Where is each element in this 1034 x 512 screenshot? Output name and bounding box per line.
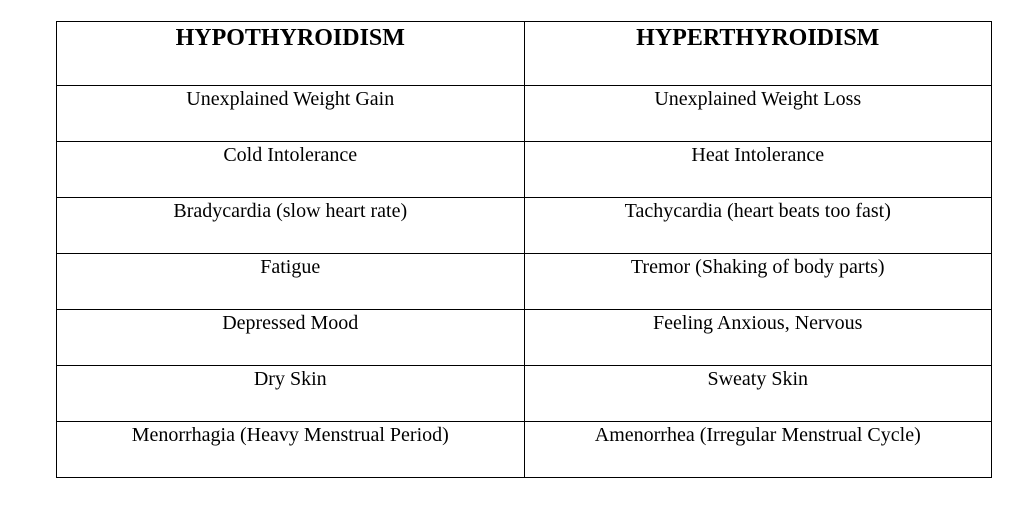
table-row: Dry Skin Sweaty Skin bbox=[56, 365, 992, 422]
hyperthyroidism-cell: Tachycardia (heart beats too fast) bbox=[523, 197, 992, 254]
hyperthyroidism-cell: Heat Intolerance bbox=[523, 141, 992, 198]
hypothyroidism-cell: Dry Skin bbox=[56, 365, 525, 422]
hypothyroidism-cell: Bradycardia (slow heart rate) bbox=[56, 197, 525, 254]
symptoms-comparison-table: HYPOTHYROIDISM HYPERTHYROIDISM Unexplain… bbox=[56, 21, 992, 478]
hyperthyroidism-cell: Sweaty Skin bbox=[523, 365, 992, 422]
header-hypothyroidism: HYPOTHYROIDISM bbox=[56, 21, 525, 86]
hyperthyroidism-cell: Amenorrhea (Irregular Menstrual Cycle) bbox=[523, 421, 992, 478]
table-row: Menorrhagia (Heavy Menstrual Period) Amen… bbox=[56, 421, 992, 478]
hypothyroidism-cell: Menorrhagia (Heavy Menstrual Period) bbox=[56, 421, 525, 478]
header-hyperthyroidism: HYPERTHYROIDISM bbox=[523, 21, 992, 86]
table-row: Cold Intolerance Heat Intolerance bbox=[56, 141, 992, 198]
hypothyroidism-cell: Unexplained Weight Gain bbox=[56, 85, 525, 142]
table-row: Fatigue Tremor (Shaking of body parts) bbox=[56, 253, 992, 310]
hypothyroidism-cell: Fatigue bbox=[56, 253, 525, 310]
header-row: HYPOTHYROIDISM HYPERTHYROIDISM bbox=[56, 21, 992, 86]
hyperthyroidism-cell: Feeling Anxious, Nervous bbox=[523, 309, 992, 366]
hyperthyroidism-cell: Unexplained Weight Loss bbox=[523, 85, 992, 142]
hyperthyroidism-cell: Tremor (Shaking of body parts) bbox=[523, 253, 992, 310]
table-row: Bradycardia (slow heart rate) Tachycardia… bbox=[56, 197, 992, 254]
table-row: Depressed Mood Feeling Anxious, Nervous bbox=[56, 309, 992, 366]
hypothyroidism-cell: Cold Intolerance bbox=[56, 141, 525, 198]
table-row: Unexplained Weight Gain Unexplained Weigh… bbox=[56, 85, 992, 142]
hypothyroidism-cell: Depressed Mood bbox=[56, 309, 525, 366]
